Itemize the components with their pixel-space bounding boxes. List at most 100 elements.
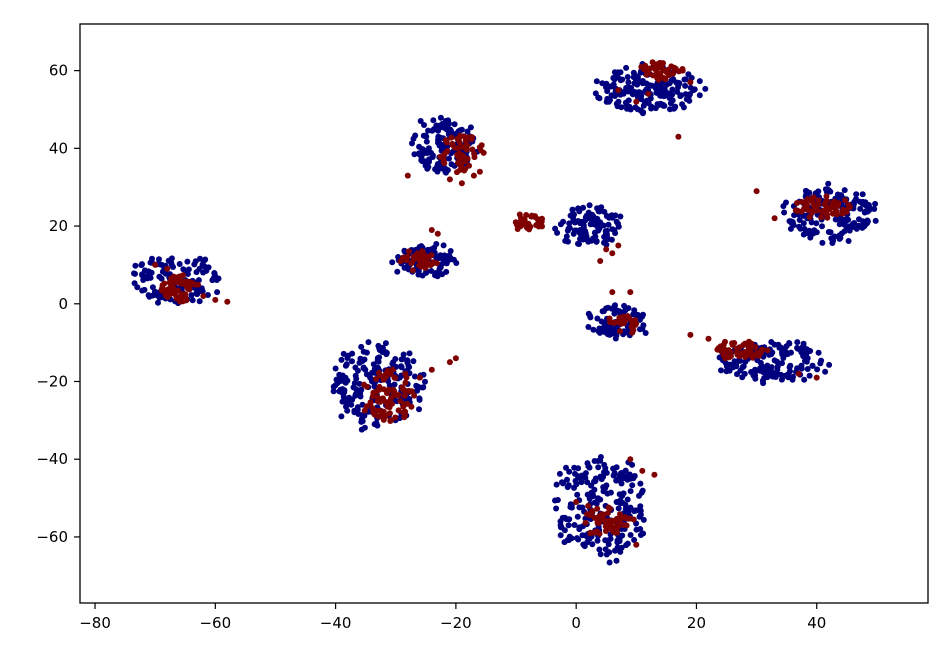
data-point-blue <box>615 220 621 227</box>
data-point-red <box>403 374 410 381</box>
data-point-blue <box>608 92 615 99</box>
data-point-blue <box>180 266 187 273</box>
data-point-blue <box>352 364 359 371</box>
data-point-blue <box>571 484 577 491</box>
data-point-red <box>420 259 427 266</box>
data-point-red <box>824 214 831 221</box>
data-point-red <box>186 283 193 290</box>
data-point-blue <box>349 358 355 365</box>
data-point-blue <box>134 284 141 291</box>
data-point-blue <box>832 216 839 223</box>
data-point-blue <box>418 157 425 164</box>
data-point-blue <box>349 396 356 403</box>
data-point-blue <box>605 221 612 228</box>
data-point-blue <box>768 364 775 371</box>
data-point-blue <box>665 90 671 97</box>
data-point-red <box>462 158 469 165</box>
data-point-red <box>802 201 809 208</box>
data-point-blue <box>786 340 793 347</box>
data-point-blue <box>802 212 809 219</box>
x-tick-label: −60 <box>199 614 231 632</box>
data-point-blue <box>375 358 382 365</box>
data-point-blue <box>625 79 632 86</box>
data-point-blue <box>827 188 834 195</box>
data-point-red <box>620 320 627 327</box>
data-point-red <box>794 200 800 206</box>
data-point-blue <box>787 362 794 369</box>
data-point-red <box>416 374 423 381</box>
data-point-blue <box>390 359 397 366</box>
data-point-blue <box>857 205 864 212</box>
data-point-blue <box>671 104 678 111</box>
data-point-red <box>433 260 440 267</box>
data-point-blue <box>775 341 782 348</box>
data-point-blue <box>338 413 345 420</box>
data-point-blue <box>574 491 581 498</box>
data-point-blue <box>613 557 620 564</box>
data-point-blue <box>723 368 730 375</box>
data-point-blue <box>450 256 457 263</box>
data-point-red <box>609 289 616 296</box>
data-point-red <box>471 150 478 157</box>
data-point-blue <box>827 229 834 236</box>
data-point-blue <box>669 86 676 93</box>
data-point-blue <box>640 530 647 537</box>
data-point-red <box>177 280 184 287</box>
data-point-blue <box>618 480 625 487</box>
data-point-blue <box>774 366 781 373</box>
data-point-blue <box>451 121 458 128</box>
data-point-blue <box>640 311 646 318</box>
data-point-blue <box>344 407 351 414</box>
data-point-blue <box>633 526 640 533</box>
data-point-blue <box>414 387 421 394</box>
data-point-blue <box>396 415 403 422</box>
data-point-red <box>391 374 398 381</box>
data-point-red <box>605 504 612 511</box>
data-point-blue <box>594 537 601 544</box>
data-point-blue <box>353 386 360 393</box>
data-point-blue <box>851 198 858 205</box>
data-point-blue <box>822 186 829 193</box>
data-point-red <box>804 196 811 202</box>
data-point-red <box>645 90 652 97</box>
data-point-blue <box>203 265 210 272</box>
data-point-red <box>823 205 830 212</box>
data-point-blue <box>611 76 618 83</box>
data-point-blue <box>611 470 618 476</box>
data-point-blue <box>825 180 832 187</box>
data-point-blue <box>654 89 661 96</box>
data-point-blue <box>603 98 610 105</box>
data-point-blue <box>342 379 349 386</box>
data-point-red <box>402 408 409 415</box>
data-point-red <box>384 390 390 397</box>
data-point-red <box>813 374 820 381</box>
data-point-red <box>446 359 453 366</box>
data-point-blue <box>585 463 592 470</box>
data-point-blue <box>417 118 424 124</box>
data-point-blue <box>361 356 368 363</box>
data-point-blue <box>597 473 604 480</box>
data-point-blue <box>422 148 429 155</box>
data-point-blue <box>808 219 815 226</box>
data-point-blue <box>204 292 211 298</box>
data-point-red <box>200 293 207 299</box>
data-point-red <box>411 256 418 263</box>
data-point-blue <box>411 373 418 380</box>
data-point-blue <box>410 358 417 365</box>
data-point-blue <box>580 204 587 211</box>
data-point-red <box>397 398 404 405</box>
data-point-blue <box>564 476 570 483</box>
x-tick-label: 40 <box>807 614 826 632</box>
data-point-blue <box>371 421 378 428</box>
data-point-red <box>639 467 646 474</box>
data-point-blue <box>412 132 419 139</box>
data-point-blue <box>787 368 793 375</box>
data-point-red <box>616 522 623 528</box>
data-point-red <box>382 412 389 419</box>
data-point-blue <box>632 104 639 111</box>
data-point-blue <box>690 87 697 94</box>
data-point-blue <box>575 536 582 543</box>
data-point-red <box>744 352 751 358</box>
data-point-blue <box>464 128 471 135</box>
data-point-blue <box>667 106 673 113</box>
